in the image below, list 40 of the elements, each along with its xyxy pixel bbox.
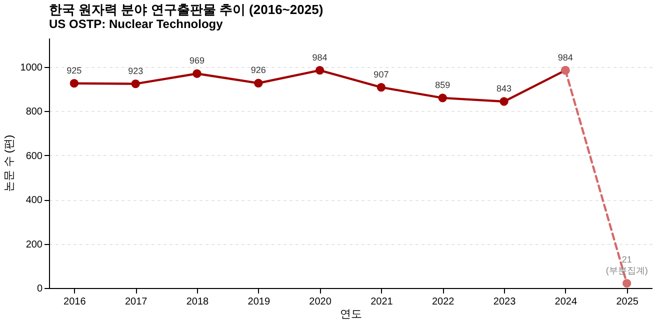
- data-label: 859: [435, 80, 450, 90]
- x-axis-title: 연도: [340, 308, 362, 320]
- data-label: 926: [250, 65, 266, 76]
- y-tick-label: 800: [26, 106, 43, 118]
- data-label: 843: [496, 83, 512, 94]
- x-tick-label: 2020: [309, 296, 332, 308]
- point: [500, 97, 508, 106]
- x-tick-label: 2017: [124, 296, 148, 308]
- x-tick-label: 2019: [248, 296, 270, 308]
- point: [622, 279, 632, 288]
- x-tick-label: 2021: [370, 296, 394, 308]
- data-label: 907: [374, 69, 389, 80]
- data-label: 923: [128, 66, 144, 76]
- x-tick-label: 2022: [432, 296, 455, 308]
- point: [315, 66, 324, 75]
- y-tick-label: 0: [36, 284, 43, 294]
- point: [254, 78, 263, 88]
- chart-subtitle: US OSTP: Nuclear Technology: [49, 17, 224, 31]
- point: [438, 94, 447, 102]
- y-tick-label: 400: [26, 195, 43, 206]
- point: [131, 79, 140, 88]
- point: [70, 79, 79, 88]
- y-tick-label: 200: [26, 239, 43, 250]
- data-label: 984: [312, 52, 328, 62]
- data-label: 984: [558, 52, 573, 62]
- data-label: 969: [189, 56, 204, 66]
- x-tick-label: 2016: [64, 296, 86, 308]
- point: [376, 83, 386, 92]
- annotation: (부분집계): [606, 265, 648, 276]
- x-tick-label: 2024: [554, 296, 578, 308]
- x-tick-label: 2023: [493, 296, 516, 308]
- data-label: 21: [622, 254, 632, 264]
- y-tick-label: 1000: [20, 62, 43, 74]
- y-tick-label: 600: [26, 150, 43, 162]
- x-tick-label: 2018: [186, 296, 210, 308]
- chart-title: 한국 원자력 분야 연구출판물 추이 (2016~2025): [49, 2, 324, 17]
- y-axis-title: 논문 수 (편): [3, 134, 16, 192]
- data-label: 925: [66, 65, 82, 76]
- point: [192, 69, 202, 78]
- x-tick-label: 2025: [616, 296, 639, 308]
